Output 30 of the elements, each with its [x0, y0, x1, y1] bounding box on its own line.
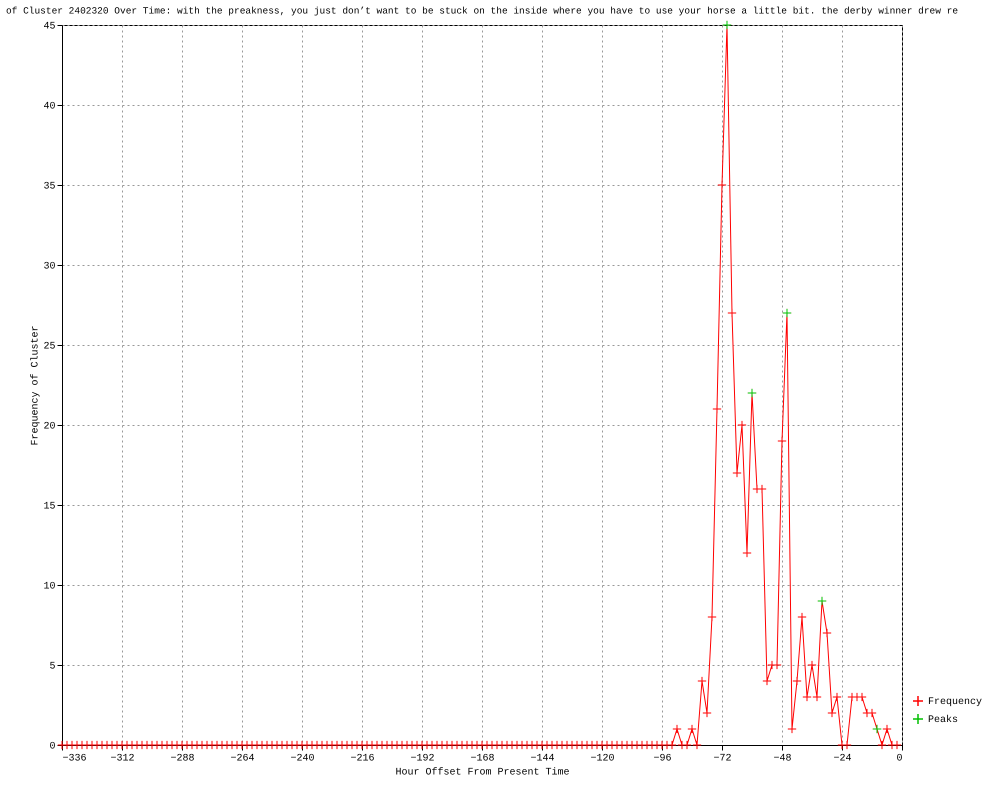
- x-tick-label: −96: [653, 754, 672, 764]
- x-tick-label: −48: [773, 754, 792, 764]
- y-tick-label: 5: [49, 662, 56, 672]
- y-tick-label: 20: [43, 422, 56, 432]
- x-tick-label: −288: [170, 754, 195, 764]
- legend-label: Peaks: [928, 714, 958, 726]
- y-tick-label: 15: [43, 502, 56, 512]
- x-tick-label: −72: [713, 754, 732, 764]
- y-tick-label: 0: [49, 742, 56, 752]
- y-tick-label: 10: [43, 582, 56, 592]
- x-tick-label: −168: [470, 754, 495, 764]
- x-tick-label: −264: [230, 754, 255, 764]
- x-tick-label: −336: [62, 754, 87, 764]
- y-tick-label: 35: [43, 182, 56, 192]
- x-tick-label: −120: [590, 754, 615, 764]
- y-tick-label: 30: [43, 262, 56, 272]
- y-axis-title: Frequency of Cluster: [30, 325, 42, 446]
- x-tick-label: −24: [833, 754, 852, 764]
- x-tick-label: −312: [110, 754, 135, 764]
- x-tick-label: −144: [530, 754, 555, 764]
- x-tick-label: −192: [410, 754, 435, 764]
- y-tick-label: 45: [43, 22, 56, 32]
- y-tick-label: 40: [43, 102, 56, 112]
- y-tick-label: 25: [43, 342, 56, 352]
- chart-title: of Cluster 2402320 Over Time: with the preakness, you just don’t want to be stuck on the inside where you have to use your horse a little bit. the derby winner drew re: [6, 5, 958, 16]
- x-tick-label: −240: [290, 754, 315, 764]
- x-tick-label: −216: [350, 754, 375, 764]
- x-axis-title: Hour Offset From Present Time: [395, 766, 570, 778]
- x-tick-label: 0: [896, 754, 902, 764]
- legend-label: Frequency: [928, 697, 982, 708]
